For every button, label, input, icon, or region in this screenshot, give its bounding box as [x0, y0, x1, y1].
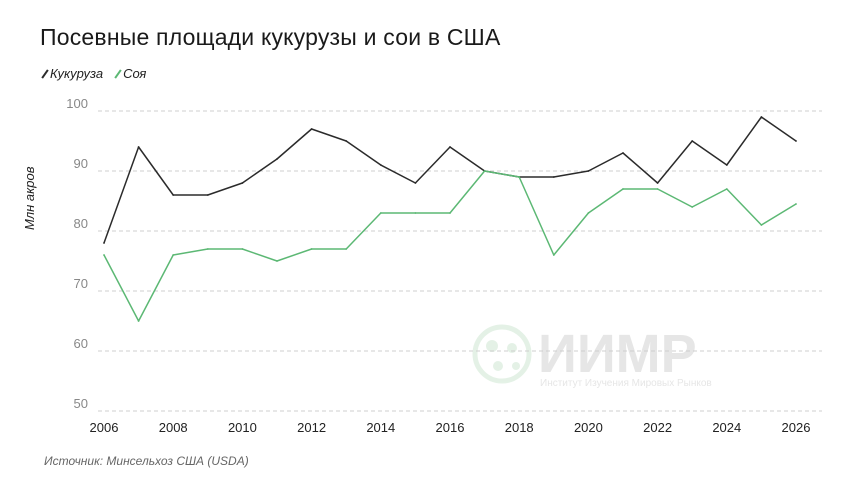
data-point-soy — [310, 248, 313, 250]
x-tick-label: 2014 — [366, 420, 395, 435]
data-point-soy — [345, 248, 348, 250]
data-point-soy — [379, 212, 382, 214]
x-tick-label: 2022 — [643, 420, 672, 435]
data-point-soy — [725, 188, 728, 190]
y-tick-label: 70 — [74, 276, 88, 291]
data-point-soy — [172, 254, 175, 256]
y-tick-label: 100 — [66, 96, 88, 111]
data-point-soy — [103, 254, 105, 256]
data-point-soy — [206, 248, 209, 250]
data-point-corn — [241, 182, 244, 184]
data-point-soy — [483, 170, 486, 172]
x-tick-label: 2020 — [574, 420, 603, 435]
x-tick-label: 2010 — [228, 420, 257, 435]
y-tick-label: 50 — [74, 396, 88, 411]
data-point-soy — [656, 188, 659, 190]
data-point-corn — [795, 140, 797, 142]
data-point-corn — [552, 176, 555, 178]
legend-label-soy: Соя — [123, 66, 147, 81]
data-point-corn — [310, 128, 313, 130]
series-line-corn — [103, 116, 797, 244]
data-point-soy — [760, 224, 763, 226]
data-point-soy — [241, 248, 244, 250]
watermark-subtitle: Институт Изучения Мировых Рынков — [540, 378, 712, 389]
data-point-soy — [587, 212, 590, 214]
data-point-soy — [137, 320, 140, 322]
y-tick-label: 90 — [74, 156, 88, 171]
globe-icon — [472, 324, 532, 384]
x-tick-label: 2008 — [159, 420, 188, 435]
x-tick-label: 2012 — [297, 420, 326, 435]
data-point-soy — [795, 203, 797, 205]
x-tick-label: 2016 — [436, 420, 465, 435]
data-point-soy — [691, 206, 694, 208]
data-point-corn — [137, 146, 140, 148]
chart-title: Посевные площади кукурузы и сои в США — [40, 24, 501, 50]
x-tick-label: 2026 — [782, 420, 811, 435]
data-point-corn — [449, 146, 451, 148]
series-line-soy — [103, 170, 797, 322]
data-point-corn — [725, 164, 728, 166]
data-point-soy — [552, 254, 555, 256]
data-point-soy — [449, 212, 451, 214]
data-point-corn — [760, 116, 763, 118]
y-tick-label: 80 — [74, 216, 88, 231]
data-point-corn — [345, 140, 348, 142]
watermark-name: ИИМР — [538, 324, 697, 384]
legend-item-soy: Соя — [114, 66, 147, 81]
data-point-soy — [518, 176, 521, 178]
data-point-corn — [276, 158, 278, 160]
x-tick-label: 2024 — [712, 420, 741, 435]
data-point-corn — [103, 242, 105, 244]
legend-item-corn: Кукуруза — [41, 66, 104, 81]
data-point-corn — [587, 170, 590, 172]
data-point-corn — [691, 140, 694, 142]
data-point-soy — [414, 212, 417, 214]
data-point-corn — [622, 152, 624, 154]
data-point-corn — [206, 194, 209, 196]
data-point-corn — [414, 182, 417, 184]
data-point-soy — [622, 188, 624, 190]
watermark: ИИМР Институт Изучения Мировых Рынков — [472, 324, 712, 389]
data-point-soy — [276, 260, 278, 262]
data-point-corn — [656, 182, 659, 184]
x-tick-label: 2018 — [505, 420, 534, 435]
source-note: Источник: Минсельхоз США (USDA) — [44, 454, 249, 468]
x-tick-label: 2006 — [90, 420, 119, 435]
legend: Кукуруза Соя — [41, 66, 147, 81]
y-tick-label: 60 — [74, 336, 88, 351]
data-point-corn — [172, 194, 175, 196]
data-point-corn — [379, 164, 382, 166]
legend-label-corn: Кукуруза — [50, 66, 104, 81]
